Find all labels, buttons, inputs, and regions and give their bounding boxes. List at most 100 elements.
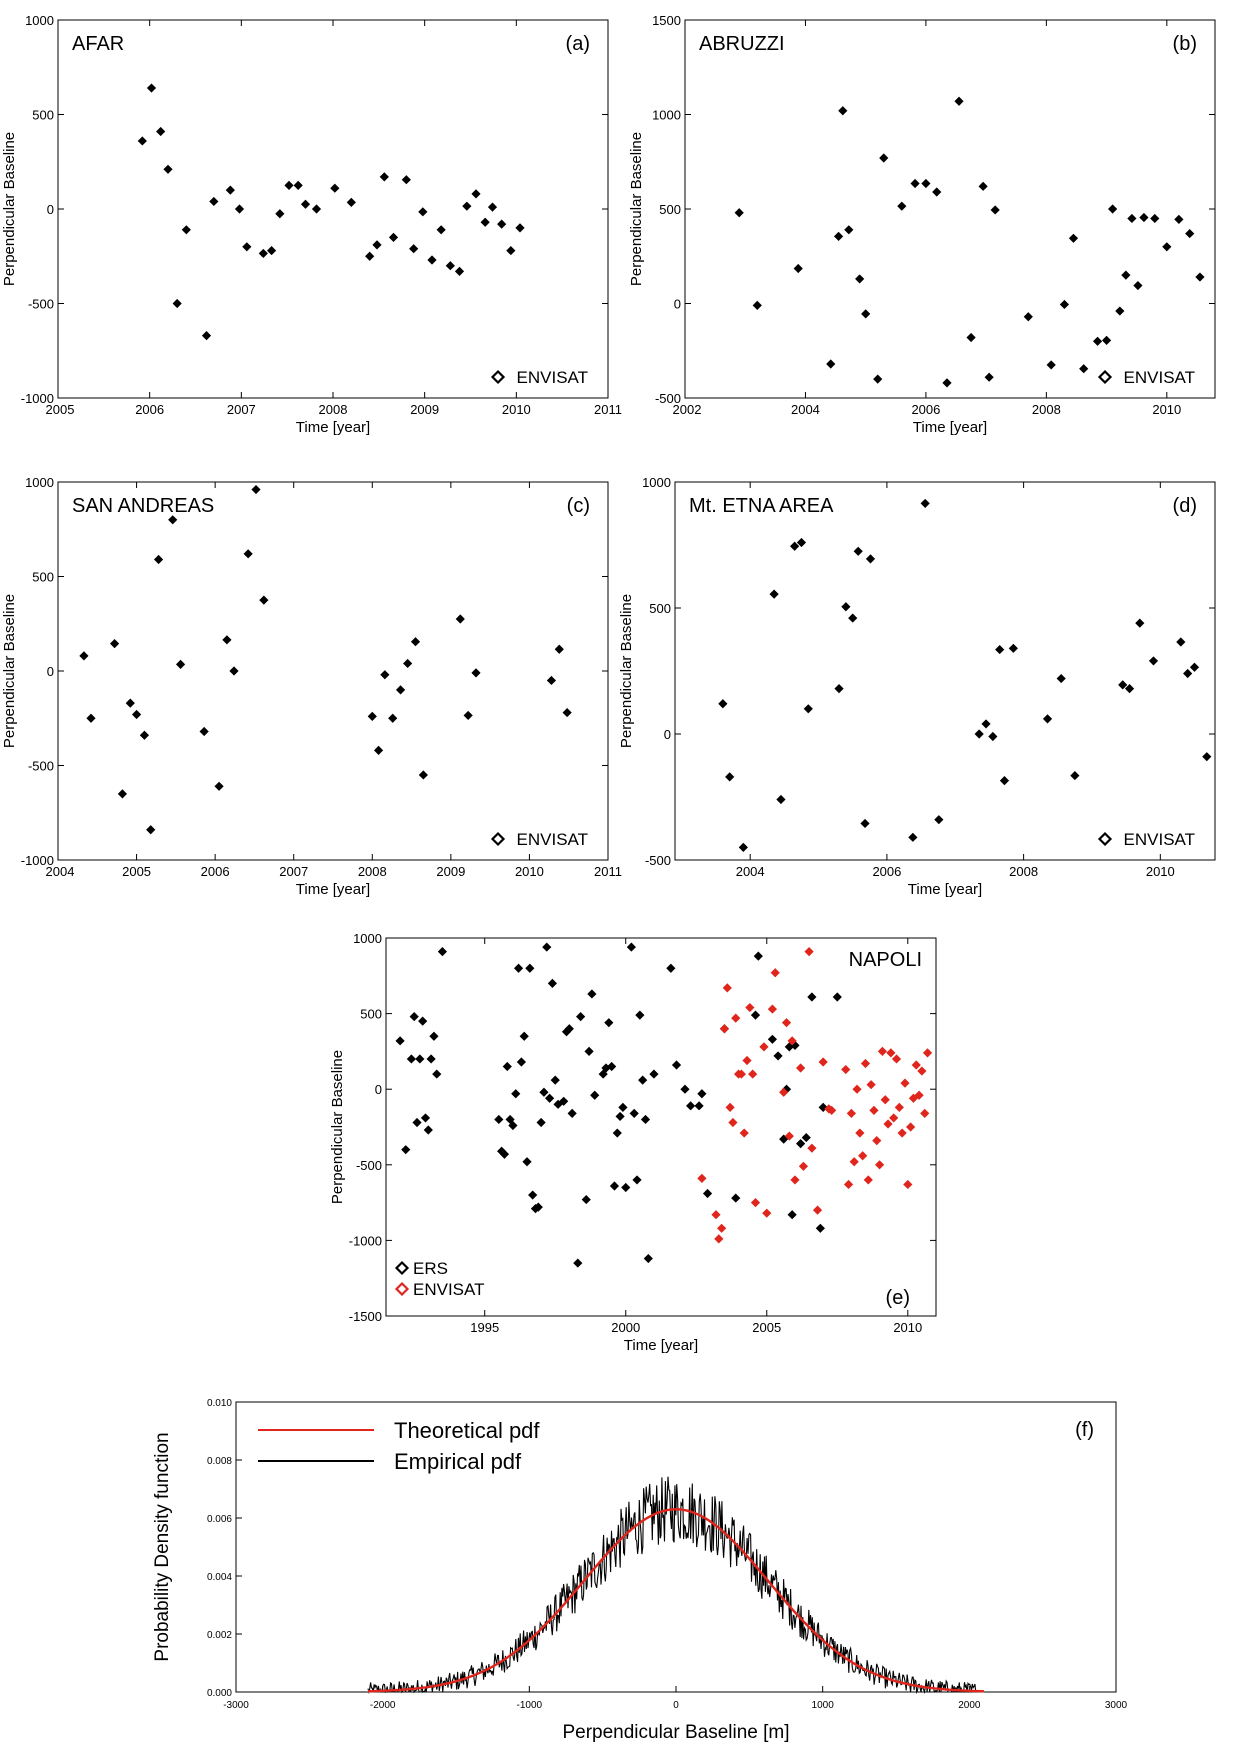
data-point [607, 1061, 617, 1072]
legend-label: ENVISAT [517, 368, 588, 387]
data-point [686, 1101, 696, 1111]
data-point [750, 1010, 761, 1020]
data-point [1189, 662, 1200, 672]
y-tick-label: 0.000 [207, 1688, 232, 1699]
data-point [731, 1193, 741, 1203]
y-tick-label: -500 [645, 853, 671, 868]
data-point [365, 251, 375, 261]
data-point [311, 204, 322, 214]
data-point [1101, 335, 1112, 345]
data-point [790, 1175, 800, 1185]
x-tick-label: 1995 [470, 1320, 499, 1335]
x-tick-label: 2000 [958, 1700, 981, 1711]
data-point [807, 1143, 817, 1153]
data-point [168, 515, 178, 525]
data-point [463, 710, 473, 721]
x-tick-label: 2008 [1032, 402, 1061, 417]
data-point [773, 1051, 783, 1061]
legend-diamond-icon [1097, 369, 1113, 385]
data-point [1118, 680, 1128, 690]
data-point [906, 1122, 916, 1132]
data-point [725, 772, 735, 782]
y-tick-label: 500 [659, 202, 681, 217]
data-point [790, 541, 800, 551]
y-axis-label: Perpendicular Baseline [1, 132, 18, 286]
legend-diamond-icon [394, 1281, 410, 1297]
data-point [401, 1145, 411, 1155]
data-point [388, 232, 399, 242]
data-point [841, 1064, 851, 1075]
data-point [917, 1066, 927, 1076]
data-point [995, 644, 1005, 655]
data-point [471, 668, 481, 678]
data-point [1068, 233, 1079, 243]
x-tick-label: 2011 [594, 864, 622, 879]
data-point [848, 613, 858, 623]
data-point [889, 1113, 899, 1123]
data-point [480, 217, 490, 227]
data-point [445, 261, 455, 271]
data-point [401, 175, 411, 185]
data-point [914, 1090, 924, 1100]
data-point [146, 83, 157, 93]
data-point [437, 947, 448, 957]
legend: ENVISAT [490, 830, 588, 849]
data-point [175, 659, 186, 669]
panel-label: (e) [886, 1287, 910, 1309]
x-tick-label: 2004 [736, 864, 765, 879]
data-point [745, 1002, 755, 1013]
data-point [209, 196, 219, 207]
data-point [815, 1223, 825, 1233]
data-point [367, 711, 377, 721]
data-point [1202, 752, 1212, 762]
data-point [801, 1132, 811, 1143]
data-point [767, 1034, 778, 1044]
data-point [852, 1084, 862, 1094]
data-point [418, 770, 428, 780]
data-point [966, 332, 976, 343]
data-point [796, 1139, 806, 1149]
legend-diamond-icon [1097, 831, 1113, 847]
data-point [702, 1188, 713, 1199]
y-axis-label: Perpendicular Baseline [628, 132, 645, 286]
empirical-pdf-line [367, 1476, 977, 1695]
y-tick-label: 0 [664, 727, 671, 742]
legend-label: ENVISAT [1124, 830, 1195, 849]
x-tick-label: 2010 [893, 1320, 922, 1335]
data-point [373, 745, 384, 755]
data-point [1042, 714, 1053, 724]
data-point [222, 635, 232, 645]
y-tick-label: 1000 [25, 475, 54, 490]
data-point [874, 1160, 885, 1170]
x-tick-label: 2011 [594, 402, 622, 417]
data-point [897, 201, 907, 211]
x-tick-label: 2004 [791, 402, 820, 417]
data-point [564, 1024, 574, 1034]
data-point [1124, 684, 1135, 694]
data-point [415, 1054, 425, 1064]
data-point [666, 963, 676, 973]
x-axis-label: Time [year] [624, 1337, 698, 1354]
data-point [372, 240, 382, 250]
chart-title: Mt. ETNA AREA [689, 495, 834, 517]
data-point [812, 1205, 823, 1215]
data-point [536, 1117, 546, 1128]
data-point [833, 231, 844, 242]
y-tick-label: 0 [47, 664, 54, 679]
data-point [505, 1114, 515, 1125]
y-tick-label: 0.004 [207, 1572, 232, 1583]
data-point [86, 713, 96, 723]
data-point [717, 1223, 727, 1233]
chart-title: NAPOLI [849, 949, 922, 971]
series-envisat [137, 83, 525, 341]
data-point [573, 1258, 583, 1268]
data-point [1183, 668, 1193, 679]
data-point [163, 164, 173, 174]
panel-label: (f) [1075, 1419, 1094, 1441]
data-point [497, 219, 507, 229]
data-point [1127, 213, 1137, 224]
data-point [855, 274, 865, 284]
data-point [1056, 673, 1066, 684]
data-point [181, 225, 191, 235]
